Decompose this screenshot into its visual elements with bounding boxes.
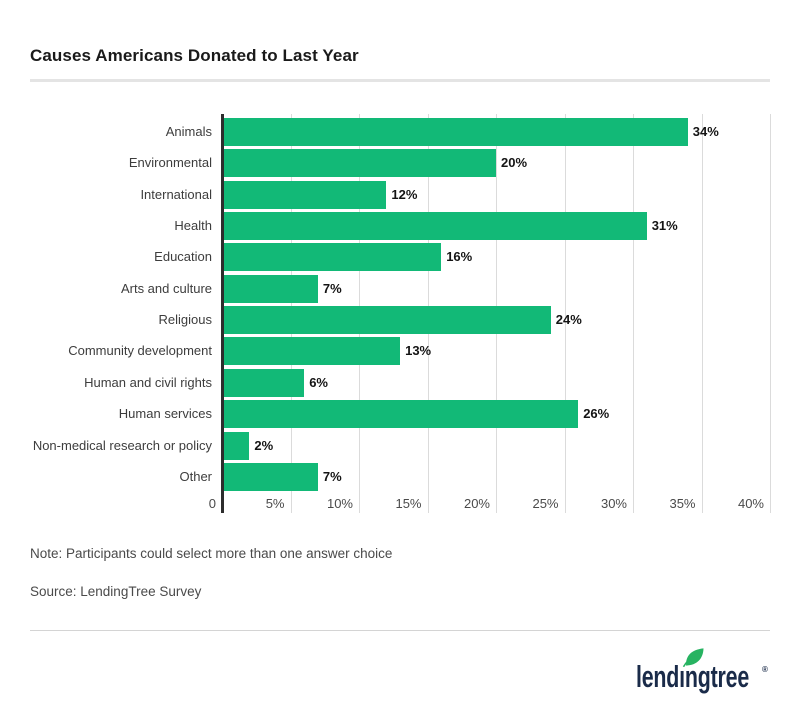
gridline	[564, 114, 566, 513]
value-label: 34%	[692, 124, 719, 139]
footer-divider	[30, 630, 770, 631]
x-tick-label: 0	[208, 496, 216, 511]
x-tick-label: 25%	[532, 496, 559, 511]
x-tick-label: 15%	[395, 496, 422, 511]
value-label: 26%	[583, 406, 610, 422]
x-tick-label: 40%	[737, 496, 764, 511]
bar	[224, 431, 250, 460]
title-divider	[30, 79, 770, 82]
category-label: Human services	[118, 406, 212, 422]
bar	[224, 180, 387, 209]
value-label: 7%	[322, 280, 342, 296]
category-label: Education	[154, 249, 212, 265]
registered-mark: ®	[762, 665, 768, 674]
category-label: Health	[174, 218, 212, 234]
x-tick-label: 20%	[463, 496, 490, 511]
bar	[224, 212, 647, 241]
y-axis-line	[221, 114, 224, 513]
bar	[224, 400, 579, 429]
bar	[224, 243, 442, 272]
leaf-icon	[682, 648, 704, 667]
bar	[224, 118, 688, 146]
x-tick-label: 30%	[600, 496, 627, 511]
bar	[224, 274, 318, 303]
category-label: Community development	[68, 343, 212, 359]
value-label: 6%	[309, 374, 328, 390]
category-label: Arts and culture	[120, 280, 212, 296]
value-label: 7%	[322, 468, 342, 484]
value-label: 13%	[405, 343, 432, 359]
lendingtree-logo: lendıngtree ®	[636, 645, 786, 705]
logo-wordmark: lendıngtree	[636, 659, 750, 694]
gridline	[770, 114, 771, 513]
value-label: 12%	[391, 186, 418, 202]
bar	[224, 306, 551, 335]
chart-source: Source: LendingTree Survey	[30, 584, 202, 599]
value-label: 20%	[501, 155, 528, 171]
category-label: Environmental	[128, 155, 212, 171]
value-label: 2%	[254, 437, 274, 453]
category-label: Human and civil rights	[84, 374, 212, 390]
category-label: International	[140, 186, 212, 202]
category-label: Religious	[158, 312, 212, 328]
gridline	[701, 114, 703, 513]
value-label: 31%	[651, 218, 678, 234]
bar	[224, 149, 496, 178]
value-label: 16%	[446, 249, 473, 265]
bar	[224, 337, 401, 366]
bar	[224, 368, 305, 397]
category-label: Animals	[165, 124, 212, 139]
value-label: 24%	[555, 312, 582, 328]
bar	[224, 462, 318, 491]
chart-title: Causes Americans Donated to Last Year	[30, 46, 359, 65]
x-tick-label: 10%	[326, 496, 353, 511]
category-label: Other	[179, 468, 212, 484]
x-tick-label: 5%	[265, 496, 285, 511]
gridline	[633, 114, 634, 513]
category-label: Non-medical research or policy	[32, 437, 212, 453]
chart-note: Note: Participants could select more tha…	[30, 546, 393, 561]
x-tick-label: 35%	[669, 496, 696, 511]
bar-chart: Animals 34% Environmental 20% International 1…	[32, 114, 771, 513]
